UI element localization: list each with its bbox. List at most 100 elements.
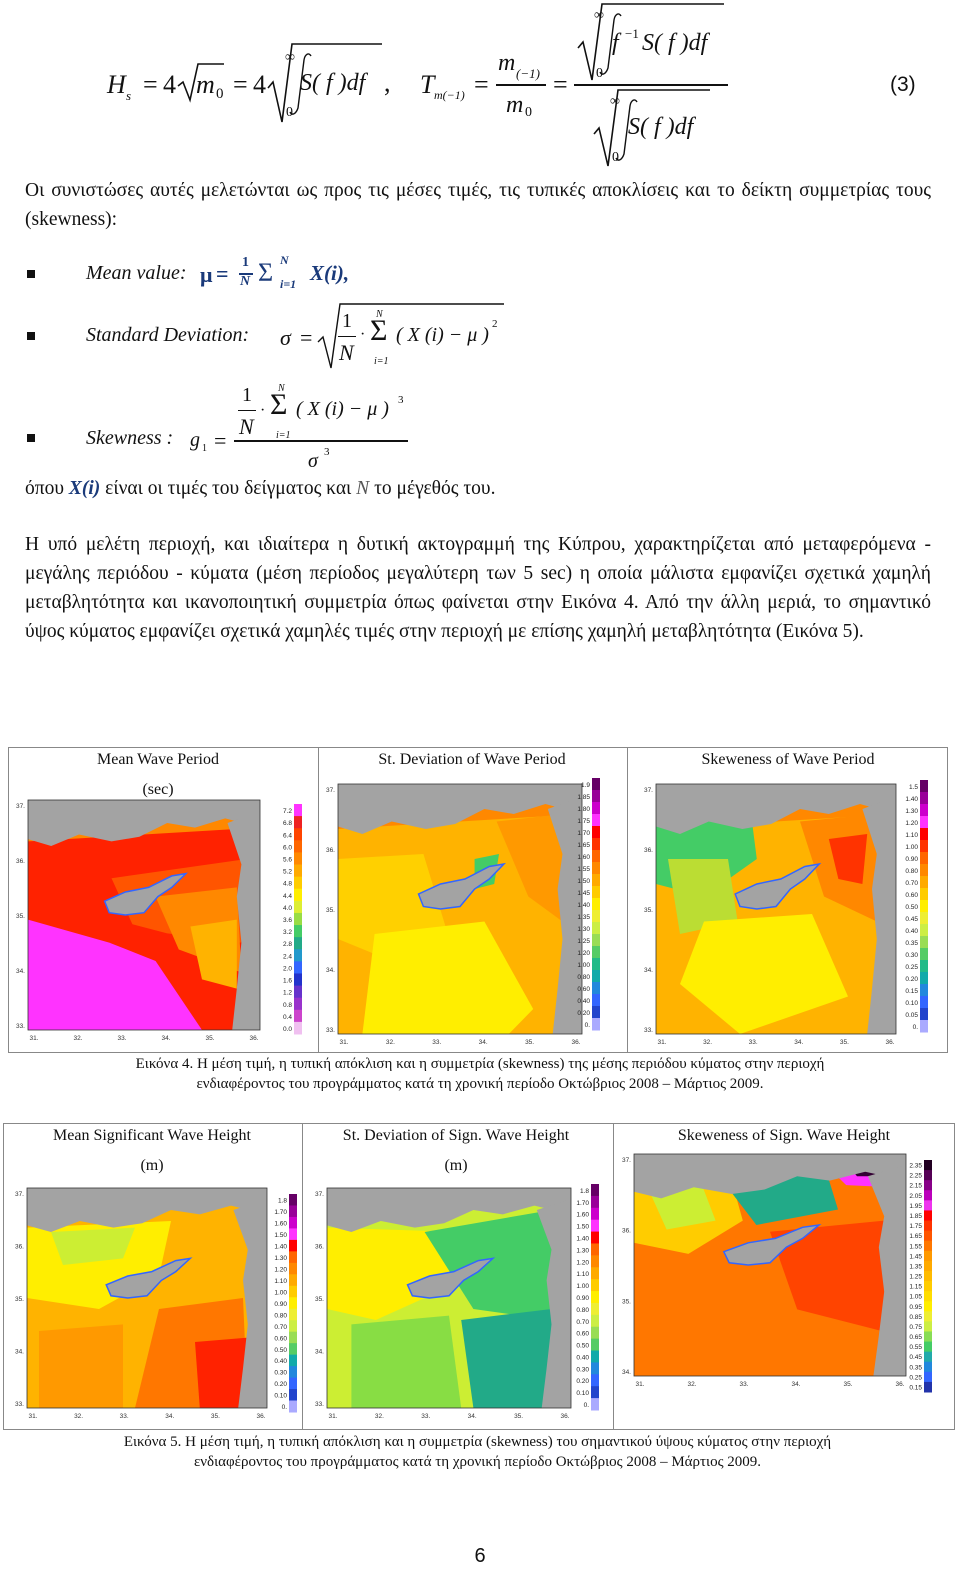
colorbar-tick-label: 5.2 (283, 869, 292, 876)
colorbar-tick-label: 1.00 (274, 1289, 287, 1296)
lon-tick-label: 32. (73, 1035, 82, 1042)
eq-num-sub: (−1) (516, 66, 540, 81)
colorbar-tick-label: 0.80 (905, 868, 918, 875)
lat-tick-label: 33. (644, 1027, 653, 1034)
panel-skew-sig-wave-height: Skeweness of Sign. Wave Height 37. 36. 35. 3… (614, 1124, 952, 1424)
colorbar-tick-label: 3.6 (283, 917, 292, 924)
colorbar-swatch (591, 1219, 599, 1233)
land-mass-1 (233, 1199, 267, 1408)
colorbar-tick-label: 1.8 (580, 1188, 589, 1195)
lat-tick-label: 35. (326, 907, 335, 914)
colorbar-swatch (289, 1285, 297, 1298)
colorbar-tick-label: 1.95 (909, 1203, 922, 1210)
colorbar-tick-label: 1.20 (577, 950, 590, 957)
colorbar-swatch (592, 1006, 600, 1019)
lat-tick-label: 37. (315, 1191, 324, 1198)
colorbar-swatch (591, 1279, 599, 1292)
colorbar-swatch (924, 1180, 932, 1191)
colorbar-swatch (924, 1230, 932, 1242)
panel-title: St. Deviation of Sign. Wave Height (342, 1127, 570, 1144)
eq-hs-sub: s (126, 88, 132, 103)
colorbar-swatch (289, 1343, 297, 1356)
colorbar-swatch (924, 1321, 932, 1332)
contour-band-4 (770, 1220, 885, 1332)
colorbar-tick-label: 0.65 (909, 1334, 922, 1341)
colorbar-tick-label: 0.15 (909, 1384, 922, 1391)
figure-5-caption: Εικόνα 5. Η μέση τιμή, η τυπική απόκλιση… (123, 1434, 832, 1470)
skew-fraction-bar (234, 440, 408, 442)
colorbar-swatch (591, 1195, 599, 1209)
colorbar-swatch (920, 828, 928, 841)
figure-4-caption: Εικόνα 4. Η μέση τιμή, η τυπική απόκλιση… (135, 1056, 825, 1092)
colorbar-tick-label: 1.40 (577, 902, 590, 909)
lat-tick-label: 33. (16, 1023, 25, 1030)
colorbar-tick-label: 1.45 (577, 890, 590, 897)
contour-band-4 (496, 814, 563, 922)
panel-unit: (m) (444, 1157, 468, 1174)
cyprus-island (417, 862, 507, 910)
contour-band-1 (327, 1227, 462, 1320)
eq-den-m: m (506, 92, 524, 118)
colorbar-swatch (920, 852, 928, 865)
colorbar-tick-label: 0.40 (905, 928, 918, 935)
colorbar-swatch (289, 1228, 297, 1241)
lon-tick-label: 33. (120, 1413, 129, 1420)
colorbar-swatch (592, 790, 600, 803)
lon-tick-label: 34. (165, 1413, 174, 1420)
colorbar-tick-label: 0.80 (576, 1307, 589, 1314)
lat-tick-label: 33. (326, 1027, 335, 1034)
colorbar-swatch (924, 1351, 932, 1363)
colorbar-tick-label: 0.40 (274, 1358, 287, 1365)
colorbar-tick-label: 0.40 (577, 998, 590, 1005)
colorbar-tick-label: 1.9 (581, 782, 590, 789)
lon-tick-label: 31. (328, 1413, 337, 1420)
contour-band-3 (680, 914, 848, 1034)
colorbar-swatch (920, 876, 928, 889)
colorbar-swatch (924, 1331, 932, 1343)
colorbar-swatch (924, 1371, 932, 1383)
colorbar-swatch (924, 1200, 932, 1211)
land-mass-0 (327, 1188, 571, 1232)
colorbar-swatch (289, 1194, 297, 1206)
bullet-skew (27, 434, 35, 442)
eq-equals-4: = (553, 70, 568, 99)
map-plot: 37. 36. 35. 34. 31. 32. 33. 34. 35. 36. 2.35 2.25 2.… (622, 1153, 932, 1393)
colorbar-swatch (591, 1231, 599, 1244)
colorbar-tick-label: 0.45 (905, 916, 918, 923)
page-number: 6 (474, 1545, 486, 1567)
colorbar-swatch (920, 840, 928, 853)
lon-tick-label: 36. (885, 1039, 894, 1046)
colorbar-tick-label: 0.10 (576, 1390, 589, 1397)
colorbar-tick-label: 0.25 (909, 1374, 922, 1381)
colorbar-tick-label: 0.30 (274, 1370, 287, 1377)
land-mass-0 (338, 784, 582, 834)
colorbar-tick-label: 1.65 (577, 842, 590, 849)
lat-tick-label: 34. (326, 967, 335, 974)
eq-rnum-rest: S( f )df (642, 30, 708, 56)
panel-title: Mean Significant Wave Height (53, 1127, 251, 1144)
colorbar-tick-label: 1.85 (909, 1213, 922, 1220)
colorbar-swatch (924, 1160, 932, 1171)
lat-tick-label: 37. (644, 787, 653, 794)
lon-tick-label: 35. (525, 1039, 534, 1046)
colorbar-tick-label: 1.40 (905, 796, 918, 803)
colorbar-swatch (289, 1205, 297, 1218)
colorbar-tick-label: 1.70 (576, 1200, 589, 1207)
lon-tick-label: 36. (895, 1381, 904, 1388)
colorbar-swatch (289, 1251, 297, 1264)
colorbar-tick-label: 6.8 (283, 820, 292, 827)
cyprus-island (103, 872, 189, 916)
colorbar-tick-label: 1.15 (909, 1284, 922, 1291)
colorbar-swatch (924, 1270, 932, 1282)
lat-tick-label: 34. (622, 1369, 631, 1376)
colorbar-tick-label: 0.10 (274, 1393, 287, 1400)
colorbar-swatch (294, 961, 302, 974)
eq-den-sub: 0 (525, 105, 532, 120)
colorbar-swatch (289, 1297, 297, 1310)
colorbar-tick-label: 1.00 (577, 962, 590, 969)
eq-m0-sub: 0 (216, 86, 224, 102)
colorbar-tick-label: 0.60 (576, 1331, 589, 1338)
lat-tick-label: 35. (622, 1298, 631, 1305)
body-paragraph: Η υπό μελέτη περιοχή, και ιδιαίτερα η δυ… (25, 534, 931, 642)
lon-tick-label: 32. (74, 1413, 83, 1420)
